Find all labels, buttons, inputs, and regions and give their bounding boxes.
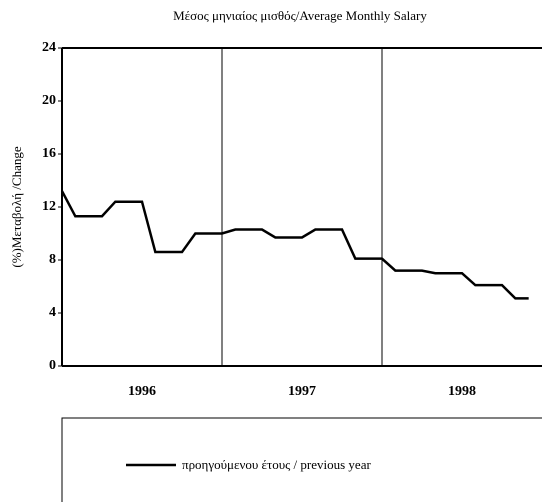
- chart-title: Μέσος μηνιαίος μισθός/Average Monthly Sa…: [173, 8, 427, 23]
- legend-box: [61, 417, 542, 502]
- y-tick-label: 24: [42, 40, 56, 55]
- y-tick-label: 4: [49, 305, 56, 320]
- y-tick-label: 0: [49, 358, 56, 373]
- x-group-label: 1998: [448, 384, 476, 399]
- data-line: [60, 190, 529, 300]
- x-group-label: 1997: [288, 384, 316, 399]
- y-tick-label: 16: [42, 146, 56, 161]
- legend-label: προηγούμενου έτους / previous year: [182, 457, 371, 472]
- y-tick-label: 8: [49, 252, 56, 267]
- x-group-label: 1996: [128, 384, 156, 399]
- y-tick-label: 12: [42, 199, 56, 214]
- y-axis-label: (%)Μεταβολή /Change: [9, 146, 24, 267]
- y-tick-label: 20: [42, 93, 56, 108]
